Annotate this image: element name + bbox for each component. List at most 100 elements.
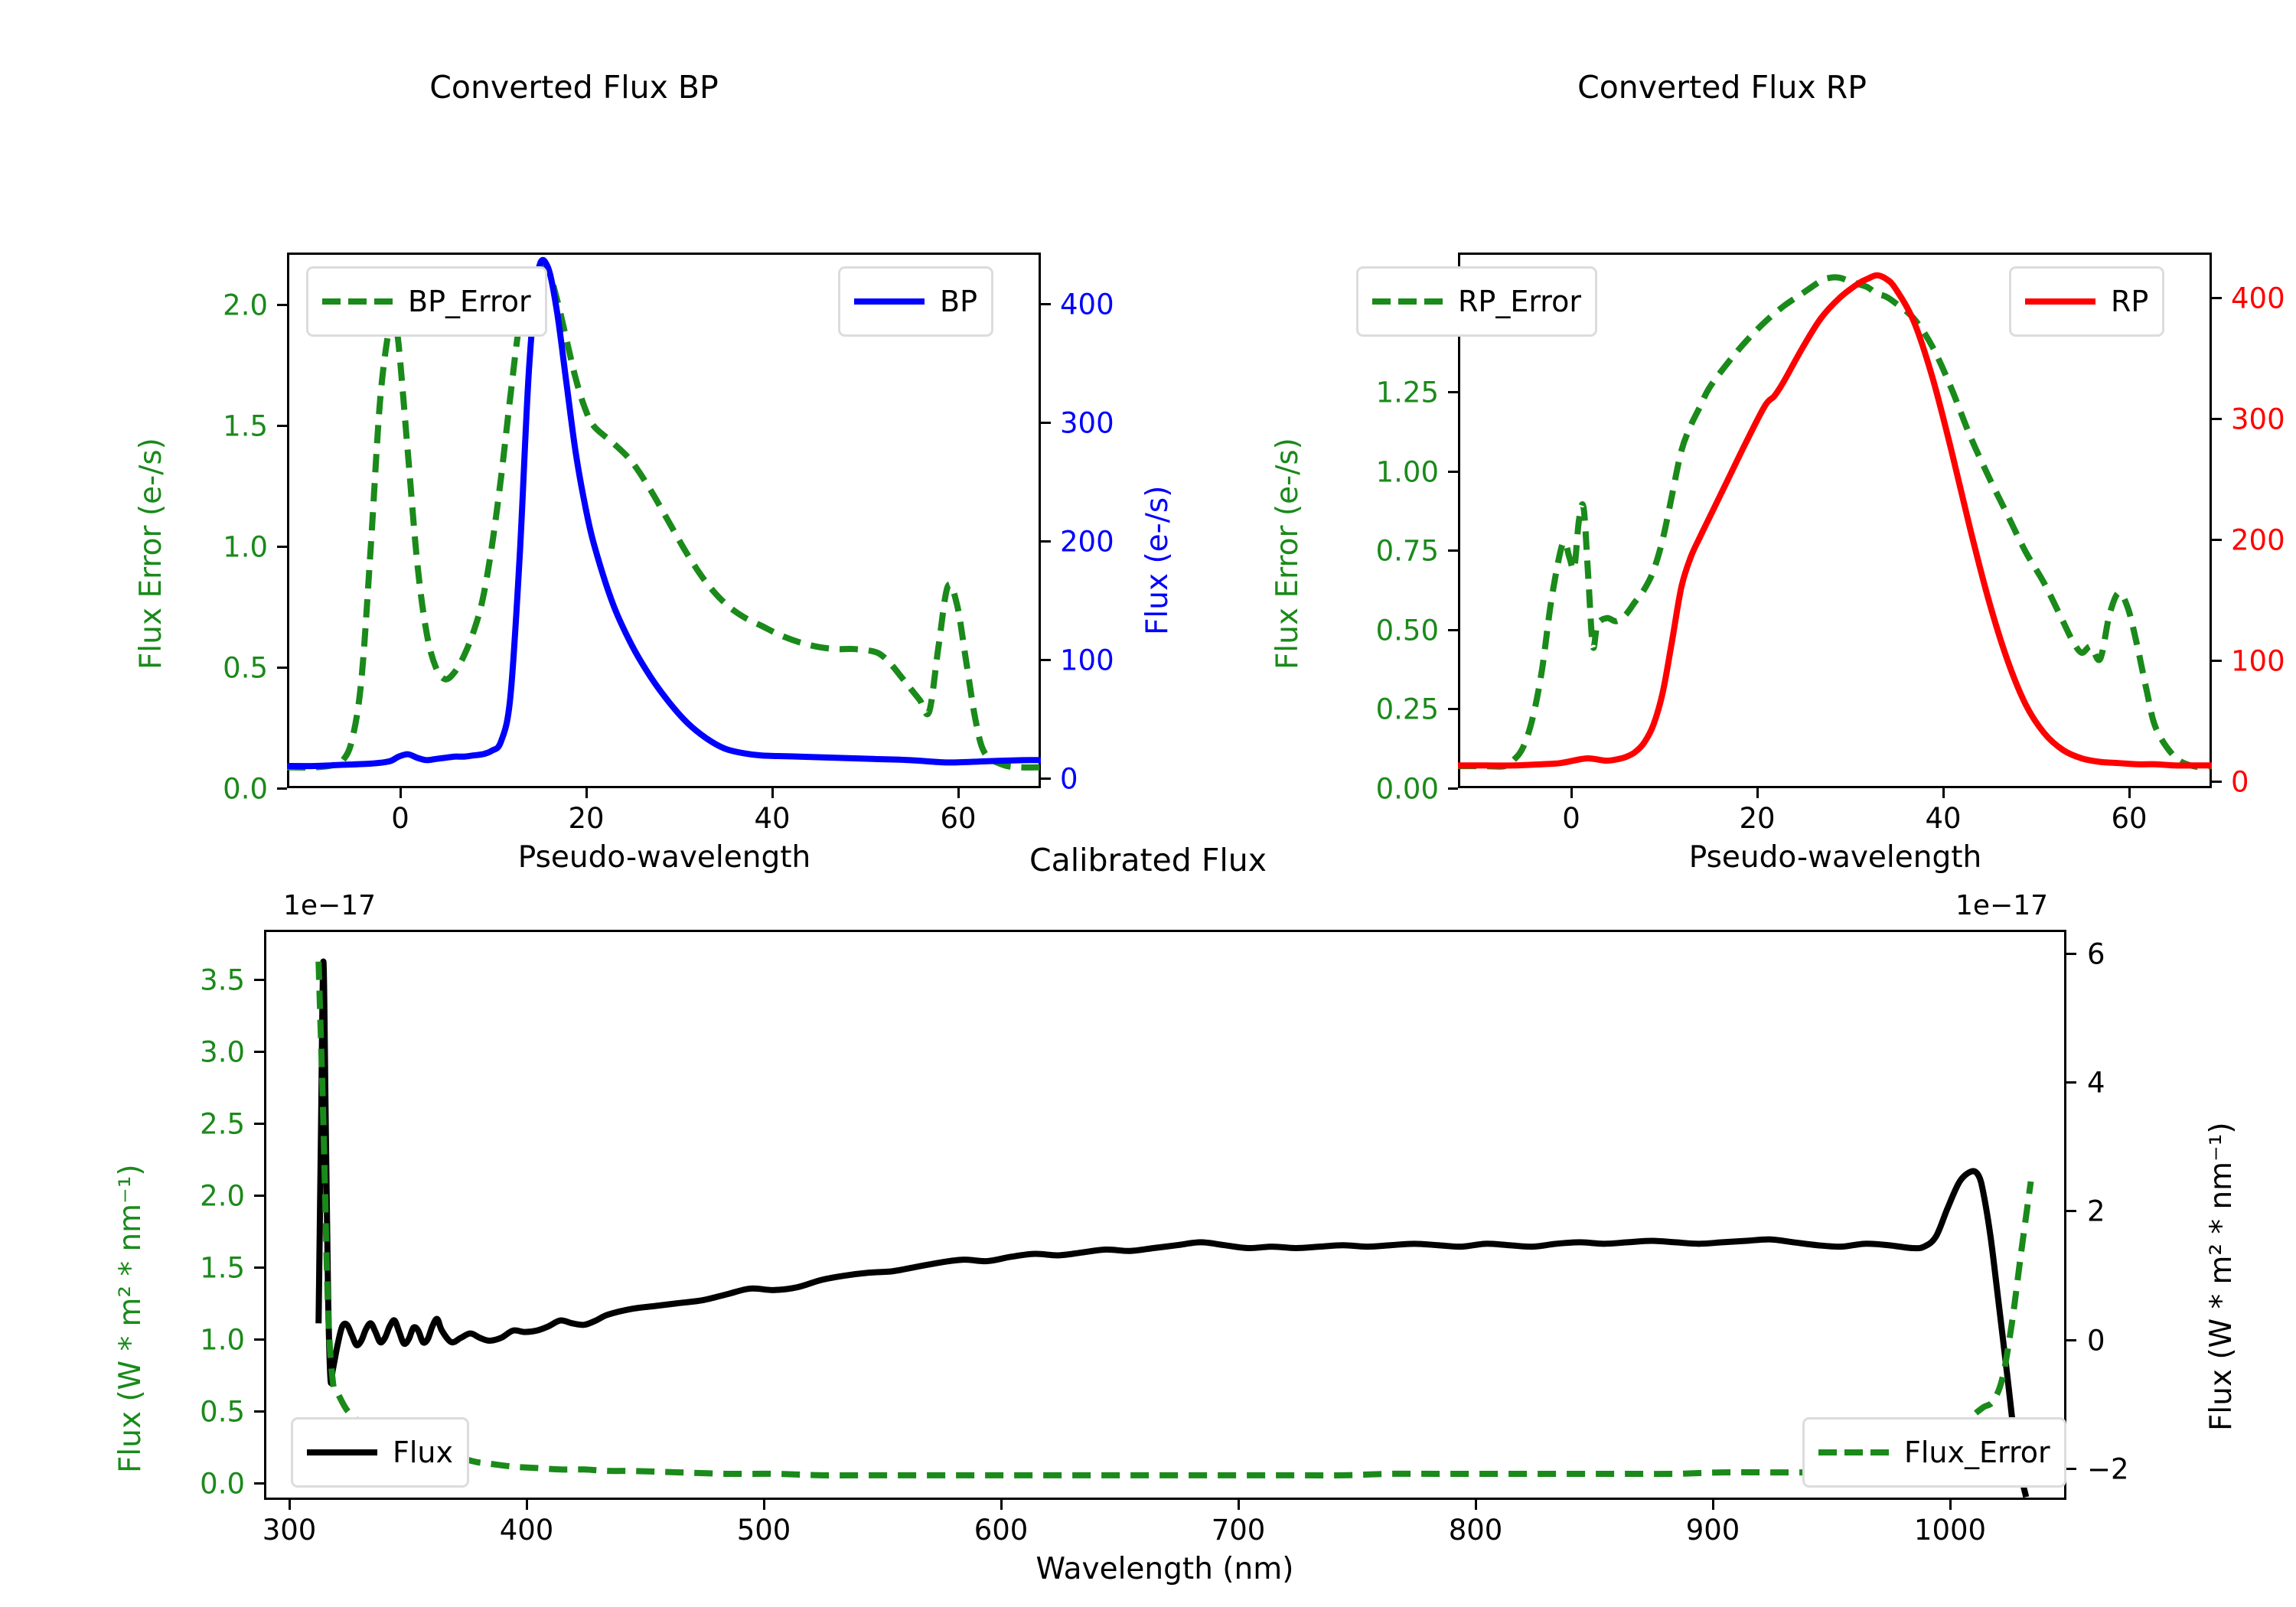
bp-ytick-right-mark: [1041, 540, 1051, 543]
bp-ytick-left-label: 2.0: [223, 288, 268, 322]
bp-error-legend-swatch: [322, 298, 393, 305]
rp-ytick-left-mark: [1448, 708, 1458, 710]
series-RP_Error: [1458, 274, 2212, 771]
rp-ytick-left-label: 0.50: [1375, 614, 1439, 647]
cal-error-legend-label: Flux_Error: [1904, 1436, 2050, 1469]
cal-xtick-mark: [1000, 1500, 1003, 1510]
cal-ytick-right-label: 0: [2087, 1324, 2105, 1358]
cal-ytick-left-mark: [254, 1410, 264, 1413]
cal-xtick-mark: [1238, 1500, 1240, 1510]
cal-ytick-right-label: 2: [2087, 1195, 2105, 1228]
bp-xtick-label: 0: [391, 802, 409, 835]
series-BP: [287, 256, 1041, 770]
calibrated-plot-lines: [315, 958, 2034, 1498]
cal-error-legend-swatch: [1818, 1449, 1889, 1455]
rp-xtick-label: 60: [2111, 802, 2148, 835]
bp-xtick-label: 40: [754, 802, 791, 835]
cal-ytick-left-mark: [254, 1482, 264, 1485]
panel-converted-flux-bp: Converted Flux BP 0.0 0.5 1.0 1.5 2.0 Fl…: [0, 61, 1175, 875]
bp-ytick-left-label: 1.0: [223, 530, 268, 564]
cal-xlabel: Wavelength (nm): [1035, 1552, 1294, 1586]
bp-ytick-right-mark: [1041, 422, 1051, 424]
cal-ytick-right-mark: [2066, 1339, 2076, 1341]
rp-flux-legend-label: RP: [2111, 285, 2149, 318]
bp-flux-legend-swatch: [854, 298, 925, 305]
bp-ytick-left-mark: [277, 787, 287, 790]
bp-ytick-right-label: 0: [1060, 762, 1078, 796]
cal-flux-legend-swatch: [307, 1449, 377, 1455]
cal-ytick-right-mark: [2066, 1468, 2076, 1470]
rp-ylabel-right: Flux (e-/s): [2293, 485, 2296, 635]
bp-flux-legend-label: BP: [940, 285, 977, 318]
bp-xlabel: Pseudo-wavelength: [517, 840, 811, 875]
rp-ytick-right-label: 400: [2231, 282, 2285, 315]
cal-xtick-mark: [526, 1500, 528, 1510]
bp-ytick-right-label: 100: [1060, 644, 1114, 677]
rp-ytick-left-mark: [1448, 787, 1458, 790]
cal-xtick-mark: [763, 1500, 765, 1510]
bp-panel-title: Converted Flux BP: [429, 69, 719, 106]
cal-ylabel-right: Flux (W * m² * nm⁻¹): [2204, 1122, 2239, 1431]
bp-ytick-right-label: 300: [1060, 406, 1114, 440]
rp-ytick-right-mark: [2212, 781, 2222, 783]
cal-xtick-mark: [1712, 1500, 1714, 1510]
panel-converted-flux-rp: Converted Flux RP 0.00 0.25 0.50 0.75 1.…: [1148, 61, 2296, 875]
bp-xtick-mark: [585, 788, 588, 798]
rp-ytick-left-label: 0.75: [1375, 534, 1439, 568]
cal-ytick-right-label: 6: [2087, 937, 2105, 971]
cal-ytick-right-label: 4: [2087, 1066, 2105, 1100]
series-RP: [1458, 272, 2212, 769]
cal-xtick-label: 400: [499, 1514, 554, 1547]
cal-ylabel-left: Flux (W * m² * nm⁻¹): [113, 1164, 148, 1473]
bp-flux-legend[interactable]: BP: [838, 266, 993, 337]
cal-xtick-label: 800: [1448, 1514, 1503, 1547]
bp-ytick-left-mark: [277, 667, 287, 669]
cal-ytick-left-mark: [254, 1195, 264, 1197]
rp-xtick-mark: [2128, 788, 2131, 798]
cal-xtick-label: 900: [1685, 1514, 1740, 1547]
panel-calibrated-flux: Calibrated Flux 1e−17 1e−17 0.0 0.5 1.0 …: [0, 826, 2296, 1607]
rp-axes-frame: [1458, 253, 2212, 788]
rp-ytick-left-mark: [1448, 549, 1458, 552]
cal-ytick-right-mark: [2066, 953, 2076, 955]
rp-ytick-left-label: 0.00: [1375, 772, 1439, 806]
rp-error-legend[interactable]: RP_Error: [1356, 266, 1597, 337]
bp-xtick-mark: [400, 788, 402, 798]
series-Flux: [315, 958, 2030, 1498]
cal-flux-legend[interactable]: Flux: [291, 1417, 469, 1488]
cal-error-legend[interactable]: Flux_Error: [1802, 1417, 2066, 1488]
cal-ytick-left-mark: [254, 1266, 264, 1269]
bp-xtick-label: 20: [568, 802, 605, 835]
rp-xlabel: Pseudo-wavelength: [1688, 840, 1982, 875]
rp-ytick-right-label: 100: [2231, 644, 2285, 678]
bp-ytick-left-mark: [277, 425, 287, 427]
rp-flux-legend[interactable]: RP: [2009, 266, 2165, 337]
cal-ytick-left-label: 1.0: [200, 1323, 245, 1357]
rp-xtick-mark: [1570, 788, 1573, 798]
cal-ytick-left-label: 0.0: [200, 1467, 245, 1501]
rp-ytick-right-label: 0: [2231, 765, 2249, 799]
bp-error-legend-label: BP_Error: [408, 285, 531, 318]
rp-plot-lines: [1458, 272, 2212, 771]
bp-xtick-mark: [957, 788, 960, 798]
bp-ytick-left-label: 1.5: [223, 409, 268, 443]
rp-panel-title: Converted Flux RP: [1577, 69, 1867, 106]
cal-xtick-label: 300: [262, 1514, 317, 1547]
rp-ytick-right-mark: [2212, 539, 2222, 541]
bp-ytick-left-mark: [277, 304, 287, 306]
calibrated-right-exponent-label: 1e−17: [1955, 890, 2049, 921]
bp-ytick-right-mark: [1041, 659, 1051, 661]
bp-ytick-right-mark: [1041, 303, 1051, 305]
cal-xtick-label: 1000: [1913, 1514, 1987, 1547]
cal-ytick-right-mark: [2066, 1210, 2076, 1212]
series-Flux_Error: [315, 961, 2034, 1478]
cal-ytick-right-mark: [2066, 1081, 2076, 1084]
bp-ytick-right-label: 400: [1060, 288, 1114, 321]
bp-ytick-left-label: 0.5: [223, 651, 268, 685]
rp-ytick-right-mark: [2212, 660, 2222, 662]
cal-ytick-left-label: 3.0: [200, 1035, 245, 1069]
bp-error-legend[interactable]: BP_Error: [306, 266, 547, 337]
cal-ytick-left-label: 3.5: [200, 963, 245, 997]
cal-xtick-mark: [1949, 1500, 1952, 1510]
